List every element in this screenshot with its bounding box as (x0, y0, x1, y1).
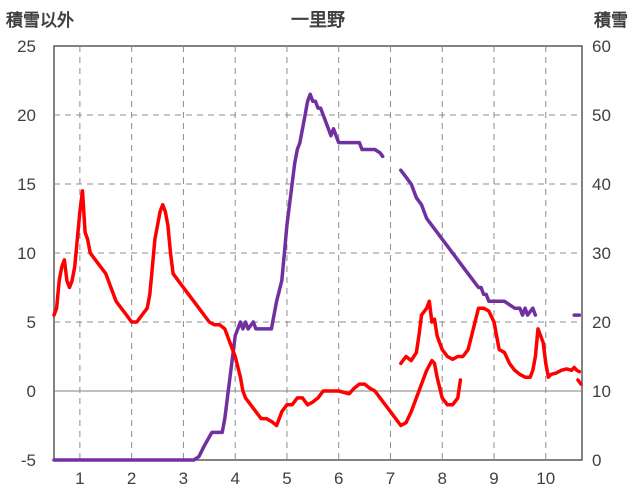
y-right-tick-label: 0 (592, 451, 601, 470)
y-right-tick-label: 10 (592, 382, 611, 401)
y-right-tick-label: 60 (592, 37, 611, 56)
x-tick-label: 9 (489, 469, 498, 488)
snow-depth-line (399, 168, 538, 317)
y-right-axis-title: 積雪 (594, 10, 628, 30)
x-tick-label: 3 (179, 469, 188, 488)
y-left-tick-label: -5 (21, 451, 36, 470)
y-right-tick-label: 40 (592, 175, 611, 194)
x-tick-label: 10 (536, 469, 555, 488)
y-right-tick-label: 30 (592, 244, 611, 263)
y-left-tick-label: 5 (27, 313, 36, 332)
snow-depth-line (52, 92, 385, 462)
x-tick-label: 1 (75, 469, 84, 488)
grid (54, 46, 582, 460)
y-left-tick-label: 20 (17, 106, 36, 125)
x-tick-label: 8 (438, 469, 447, 488)
x-tick-label: 2 (127, 469, 136, 488)
y-right-tick-label: 20 (592, 313, 611, 332)
series-lines (52, 92, 583, 462)
other-line (52, 189, 463, 428)
other-line (576, 378, 583, 386)
x-tick-label: 6 (334, 469, 343, 488)
x-tick-label: 5 (282, 469, 291, 488)
y-right-tick-label: 50 (592, 106, 611, 125)
y-left-tick-label: 0 (27, 382, 36, 401)
chart-title: 一里野 (291, 10, 345, 30)
x-tick-label: 7 (386, 469, 395, 488)
y-left-tick-label: 10 (17, 244, 36, 263)
tick-labels: -5 0 5 10 15 20 25 0 10 20 30 40 50 60 1 2 3 4 5 6 7 8 9 10 (17, 37, 611, 488)
y-left-tick-label: 25 (17, 37, 36, 56)
y-left-axis-title: 積雪以外 (6, 10, 74, 30)
x-tick-label: 4 (230, 469, 239, 488)
other-line (399, 299, 582, 379)
y-left-tick-label: 15 (17, 175, 36, 194)
